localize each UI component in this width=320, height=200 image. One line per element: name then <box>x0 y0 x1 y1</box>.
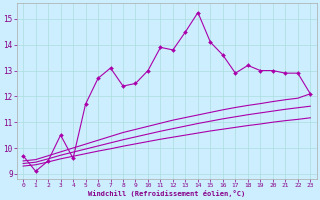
X-axis label: Windchill (Refroidissement éolien,°C): Windchill (Refroidissement éolien,°C) <box>88 190 245 197</box>
